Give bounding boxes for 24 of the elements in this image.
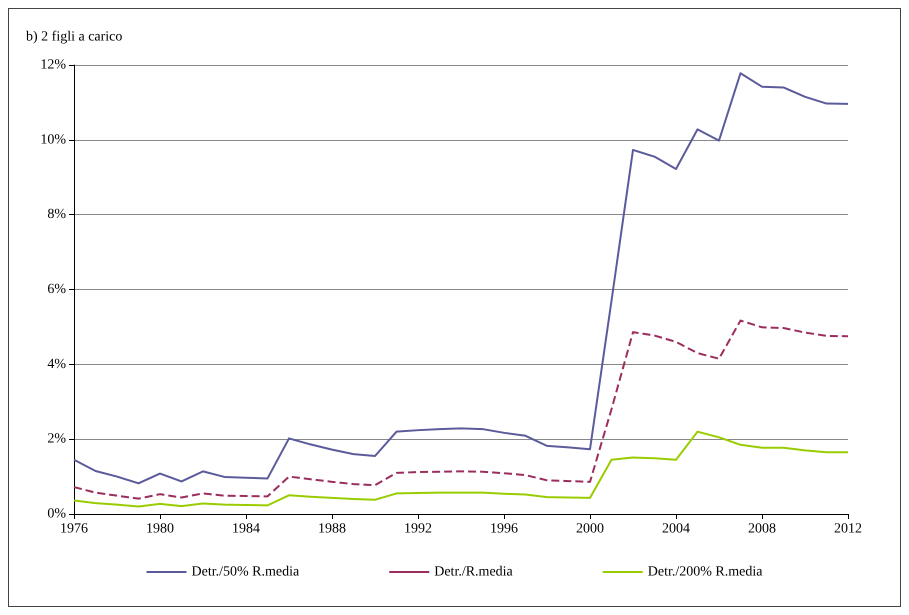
- x-tick-label: 1976: [60, 522, 88, 536]
- x-tick-label: 1984: [232, 522, 260, 536]
- legend-label: Detr./50% R.media: [192, 564, 300, 580]
- x-tick-label: 1992: [404, 522, 432, 536]
- x-tick-label: 1988: [318, 522, 346, 536]
- y-tick-label: 12%: [40, 58, 66, 72]
- y-tick-label: 0%: [47, 506, 66, 522]
- line-series: [73, 72, 849, 484]
- line-series: [73, 430, 849, 508]
- y-tick-label: 10%: [40, 132, 66, 148]
- x-tick-label: 2004: [662, 522, 690, 536]
- chart-title: b) 2 figli a carico: [26, 30, 122, 44]
- x-tick-label: 2012: [834, 522, 862, 536]
- x-tick-label: 2008: [748, 522, 776, 536]
- legend-label: Detr./200% R.media: [648, 564, 764, 580]
- y-tick-label: 2%: [47, 432, 66, 447]
- y-tick-label: 4%: [47, 356, 66, 372]
- x-tick-label: 1996: [490, 522, 518, 536]
- y-tick-label: 8%: [47, 207, 66, 222]
- x-tick-label: 1980: [146, 522, 174, 536]
- x-tick-label: 2000: [576, 522, 604, 536]
- line-series: [73, 320, 849, 500]
- y-tick-label: 6%: [47, 282, 66, 297]
- legend-label: Detr./R.media: [434, 564, 514, 580]
